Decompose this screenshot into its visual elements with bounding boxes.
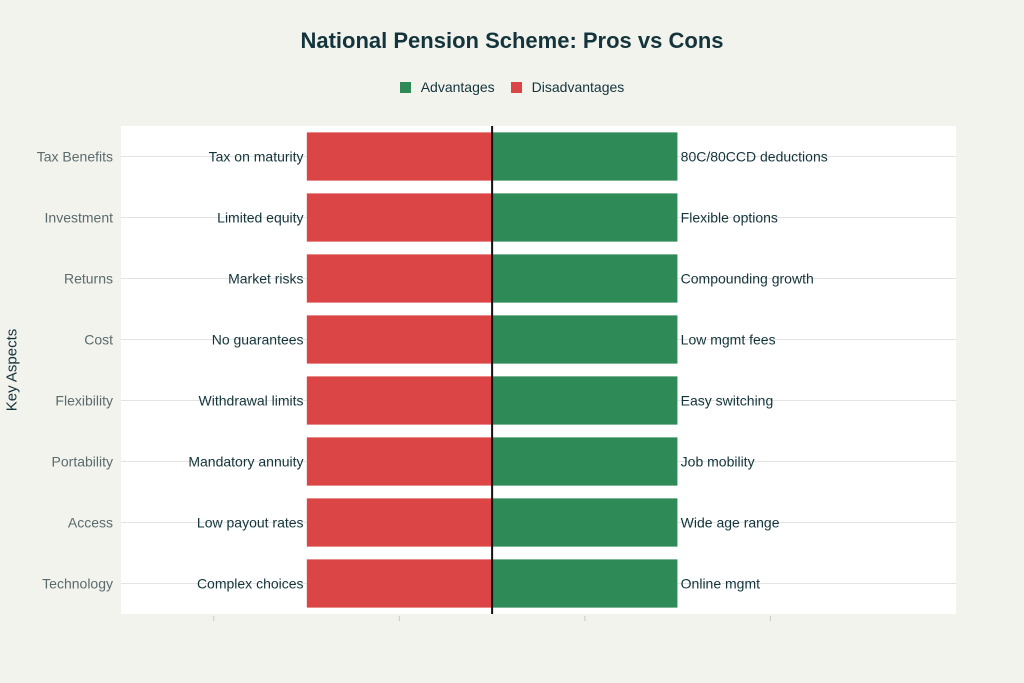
bar-advantage bbox=[491, 558, 678, 609]
data-label-disadvantage: Market risks bbox=[228, 271, 303, 287]
legend: Advantages Disadvantages bbox=[0, 79, 1024, 95]
y-tick-label: Flexibility bbox=[55, 393, 113, 409]
legend-item-disadvantages[interactable]: Disadvantages bbox=[510, 79, 625, 95]
data-label-advantage: Online mgmt bbox=[681, 576, 760, 592]
bar-advantage bbox=[491, 253, 678, 304]
data-label-advantage: Compounding growth bbox=[681, 271, 814, 287]
data-label-disadvantage: No guarantees bbox=[212, 332, 304, 348]
data-label-disadvantage: Withdrawal limits bbox=[199, 393, 304, 409]
bar-disadvantage bbox=[306, 131, 493, 182]
legend-label-disadvantages: Disadvantages bbox=[531, 79, 625, 95]
chart-title: National Pension Scheme: Pros vs Cons bbox=[300, 28, 724, 53]
bar-advantage bbox=[491, 497, 678, 548]
legend-label-advantages: Advantages bbox=[420, 79, 495, 95]
bar-disadvantage bbox=[306, 558, 493, 609]
bar-disadvantage bbox=[306, 497, 493, 548]
bar-disadvantage bbox=[306, 436, 493, 487]
data-label-advantage: Wide age range bbox=[681, 515, 780, 531]
legend-item-advantages[interactable]: Advantages bbox=[399, 79, 495, 95]
bar-disadvantage bbox=[306, 375, 493, 426]
y-tick-label: Technology bbox=[42, 576, 113, 592]
bar-advantage bbox=[491, 375, 678, 426]
legend-swatch-disadvantages bbox=[510, 81, 522, 93]
y-tick-label: Cost bbox=[84, 332, 113, 348]
data-label-disadvantage: Limited equity bbox=[217, 210, 303, 226]
y-tick-label: Tax Benefits bbox=[37, 149, 113, 165]
y-tick-label: Access bbox=[68, 515, 113, 531]
data-label-advantage: Job mobility bbox=[681, 454, 755, 470]
data-label-disadvantage: Low payout rates bbox=[197, 515, 304, 531]
y-tick-label: Portability bbox=[52, 454, 113, 470]
y-tick-label: Returns bbox=[64, 271, 113, 287]
bar-disadvantage bbox=[306, 314, 493, 365]
legend-swatch-advantages bbox=[399, 81, 411, 93]
data-label-disadvantage: Tax on maturity bbox=[209, 149, 304, 165]
bar-advantage bbox=[491, 314, 678, 365]
data-label-disadvantage: Complex choices bbox=[197, 576, 304, 592]
data-label-advantage: Flexible options bbox=[681, 210, 778, 226]
data-label-advantage: Low mgmt fees bbox=[681, 332, 776, 348]
data-label-advantage: 80C/80CCD deductions bbox=[681, 149, 828, 165]
bar-disadvantage bbox=[306, 253, 493, 304]
bar-advantage bbox=[491, 192, 678, 243]
bar-advantage bbox=[491, 436, 678, 487]
data-label-advantage: Easy switching bbox=[681, 393, 774, 409]
bar-advantage bbox=[491, 131, 678, 182]
y-tick-label: Investment bbox=[45, 210, 114, 226]
bar-disadvantage bbox=[306, 192, 493, 243]
data-label-disadvantage: Mandatory annuity bbox=[188, 454, 303, 470]
